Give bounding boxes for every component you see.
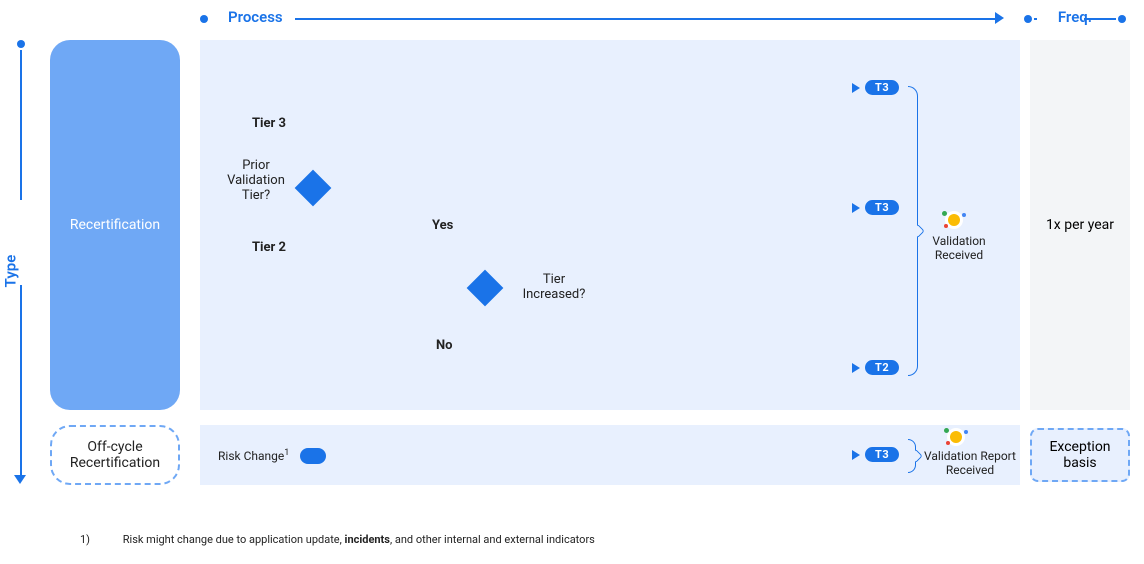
validation-icon-offcycle [942,427,970,447]
axis-type: Type [6,40,36,502]
footnote: 1) Risk might change due to application … [80,533,595,546]
edge-label-tier3: Tier 3 [252,116,286,131]
freq-label-offcycle: Exception basis [1032,439,1128,471]
validation-icon [940,210,968,230]
pill-t3-offcycle: T3 [865,447,899,462]
axis-process-label: Process [228,8,283,26]
pill-t2-bot: T2 [865,360,899,375]
axis-freq-label: Freq. [1058,8,1092,26]
process-panel-recertification: Prior Validation Tier? Tier 3 T3 Tier 2 … [200,40,1020,410]
type-label-offcycle: Off-cycle Recertification [52,439,178,471]
diagram-canvas: Process Freq. Type Recertification Prior… [0,0,1144,564]
label-validation-received: Validation Received [924,234,994,262]
pill-t3-top: T3 [865,80,899,95]
freq-panel-recert: 1x per year [1030,40,1130,410]
label-prior-validation-tier: Prior Validation Tier? [218,158,294,203]
axis-process-header: Process Freq. [200,10,1126,32]
type-box-recertification: Recertification [50,40,180,410]
decision-prior-tier [295,170,332,207]
axis-type-label: Type [1,255,19,288]
process-panel-offcycle: Risk Change1 T3 Validation Report Receiv… [200,425,1020,485]
label-risk-change: Risk Change1 [218,448,289,463]
edge-label-tier2: Tier 2 [252,240,286,255]
freq-panel-offcycle: Exception basis [1030,428,1130,482]
edge-label-no: No [436,338,453,353]
label-validation-report-received: Validation Report Received [920,449,1020,477]
brace-offcycle [908,439,916,473]
type-label-recertification: Recertification [70,217,160,233]
freq-label-recert: 1x per year [1046,217,1114,233]
pill-t3-mid: T3 [865,200,899,215]
type-box-offcycle: Off-cycle Recertification [50,425,180,485]
brace-recert [908,86,918,376]
start-oval-offcycle [300,448,326,464]
label-tier-increased: Tier Increased? [514,272,594,302]
edge-label-yes: Yes [432,218,453,233]
decision-tier-increased [467,270,504,307]
